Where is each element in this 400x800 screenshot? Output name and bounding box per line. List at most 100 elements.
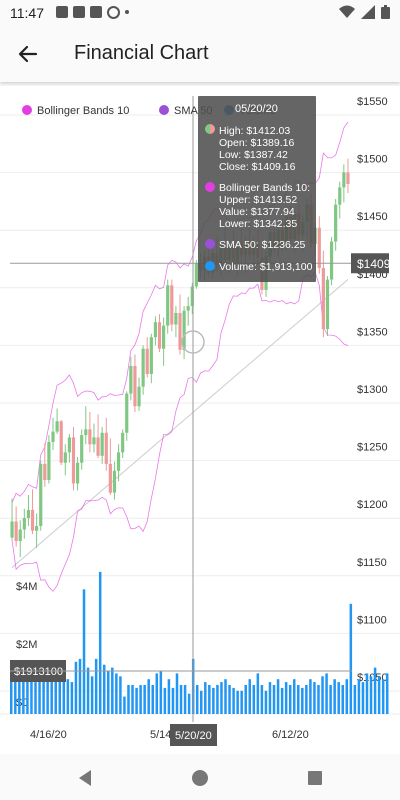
candlestick: [342, 172, 346, 188]
mail-notification-icon: [73, 6, 85, 18]
volume-bar: [236, 690, 239, 714]
volume-bar: [159, 670, 163, 714]
volume-bar: [98, 571, 102, 714]
candlestick: [321, 268, 325, 330]
ohlc-marker-icon: [205, 124, 210, 134]
volume-bar: [309, 679, 312, 714]
crosshair-handle[interactable]: [181, 330, 205, 354]
volume-bar: [187, 693, 191, 714]
tooltip-ohlc-line: High: $1412.03: [219, 125, 290, 137]
tooltip-bollinger-line: Upper: $1413.52: [219, 194, 297, 206]
candlestick: [59, 421, 63, 463]
price-axis-tick: $1250: [357, 442, 388, 454]
volume-bar: [357, 679, 361, 714]
battery-icon: [381, 5, 390, 19]
candlestick: [75, 462, 80, 484]
volume-bar: [123, 696, 126, 714]
status-bar: 11:47: [0, 0, 400, 26]
volume-marker-icon: [205, 261, 215, 271]
volume-bar: [276, 679, 280, 714]
volume-bar: [256, 673, 260, 714]
candlestick: [125, 393, 129, 433]
volume-bar: [264, 690, 268, 714]
price-axis-tick: $1200: [357, 499, 388, 511]
candlestick: [182, 310, 186, 350]
volume-bar: [90, 676, 94, 714]
candlestick: [80, 435, 84, 463]
candlestick: [71, 437, 76, 484]
back-arrow-icon[interactable]: [12, 38, 44, 70]
volume-bar: [131, 685, 134, 714]
legend-marker-icon: [22, 105, 32, 115]
candlestick: [39, 463, 43, 527]
candlestick: [67, 437, 71, 453]
price-axis-tick: $1450: [357, 211, 388, 223]
candlestick: [317, 227, 321, 269]
volume-bar: [179, 685, 183, 714]
volume-bar: [313, 682, 316, 714]
candlestick: [84, 429, 88, 436]
candlestick: [92, 437, 96, 445]
volume-bar: [66, 679, 70, 714]
volume-bar: [216, 685, 219, 714]
volume-bar: [74, 661, 78, 714]
system-icons: [339, 5, 390, 19]
candlestick: [329, 241, 334, 280]
candlestick: [325, 279, 330, 330]
volume-bar: [284, 682, 288, 714]
volume-bar: [208, 685, 211, 714]
volume-bar: [171, 687, 175, 714]
nav-recents-icon[interactable]: [303, 766, 327, 790]
volume-bar: [143, 685, 146, 714]
volume-bar: [349, 603, 353, 714]
candlestick: [51, 431, 55, 442]
nav-back-icon[interactable]: [74, 766, 98, 790]
volume-bar: [139, 685, 142, 714]
price-axis-tick: $1550: [357, 96, 388, 108]
candlestick: [104, 432, 108, 464]
volume-bar: [111, 667, 114, 714]
candlestick: [145, 348, 149, 375]
volume-bar: [337, 682, 340, 714]
volume-bar: [34, 682, 37, 714]
date-crosshair-label: 5/20/20: [175, 730, 212, 742]
volume-bar: [377, 676, 381, 714]
candlestick: [346, 172, 350, 184]
volume-bar: [280, 687, 284, 714]
bollinger-lower-band: [11, 271, 349, 592]
candlestick: [88, 429, 92, 445]
candlestick: [108, 463, 112, 493]
nav-home-icon[interactable]: [188, 766, 212, 790]
candlestick: [112, 470, 117, 493]
date-crosshair-label-bg: [170, 724, 217, 746]
candlestick: [96, 437, 100, 456]
tooltip-date: 05/20/20: [235, 103, 278, 115]
volume-bar: [78, 658, 82, 714]
volume-bar: [353, 685, 357, 714]
volume-bar: [260, 685, 264, 714]
volume-bar: [82, 589, 86, 714]
volume-bar: [70, 682, 74, 714]
financial-chart[interactable]: $1550 $1500 $1450 $1400 $1350 $1300 $1250 $1200…: [0, 86, 400, 754]
volume-bar: [232, 687, 235, 714]
tooltip-sma: SMA 50: $1236.25: [219, 239, 306, 251]
page-title: Financial Chart: [74, 42, 209, 64]
tooltip-bollinger-line: Bollinger Bands 10:: [219, 182, 310, 194]
volume-bar: [163, 687, 167, 714]
candlestick: [129, 365, 133, 394]
volume-bar: [345, 679, 349, 714]
price-axis-tick: $1350: [357, 326, 388, 338]
candlestick: [116, 452, 121, 471]
chart-canvas[interactable]: $1550$1500$1450$1400$1350$1300$1250$1200…: [0, 86, 400, 754]
volume-bar: [42, 676, 45, 714]
volume-bar: [18, 679, 21, 714]
sma-marker-icon: [205, 239, 215, 249]
candlestick: [100, 432, 104, 456]
candlestick: [149, 337, 153, 375]
candlestick: [141, 348, 145, 387]
volume-bar: [115, 673, 118, 714]
tooltip-ohlc-line: Low: $1387.42: [219, 149, 288, 161]
volume-bar: [305, 685, 308, 714]
volume-axis-tick: $2M: [16, 639, 37, 651]
x-axis-tick: 4/16/20: [30, 729, 67, 741]
